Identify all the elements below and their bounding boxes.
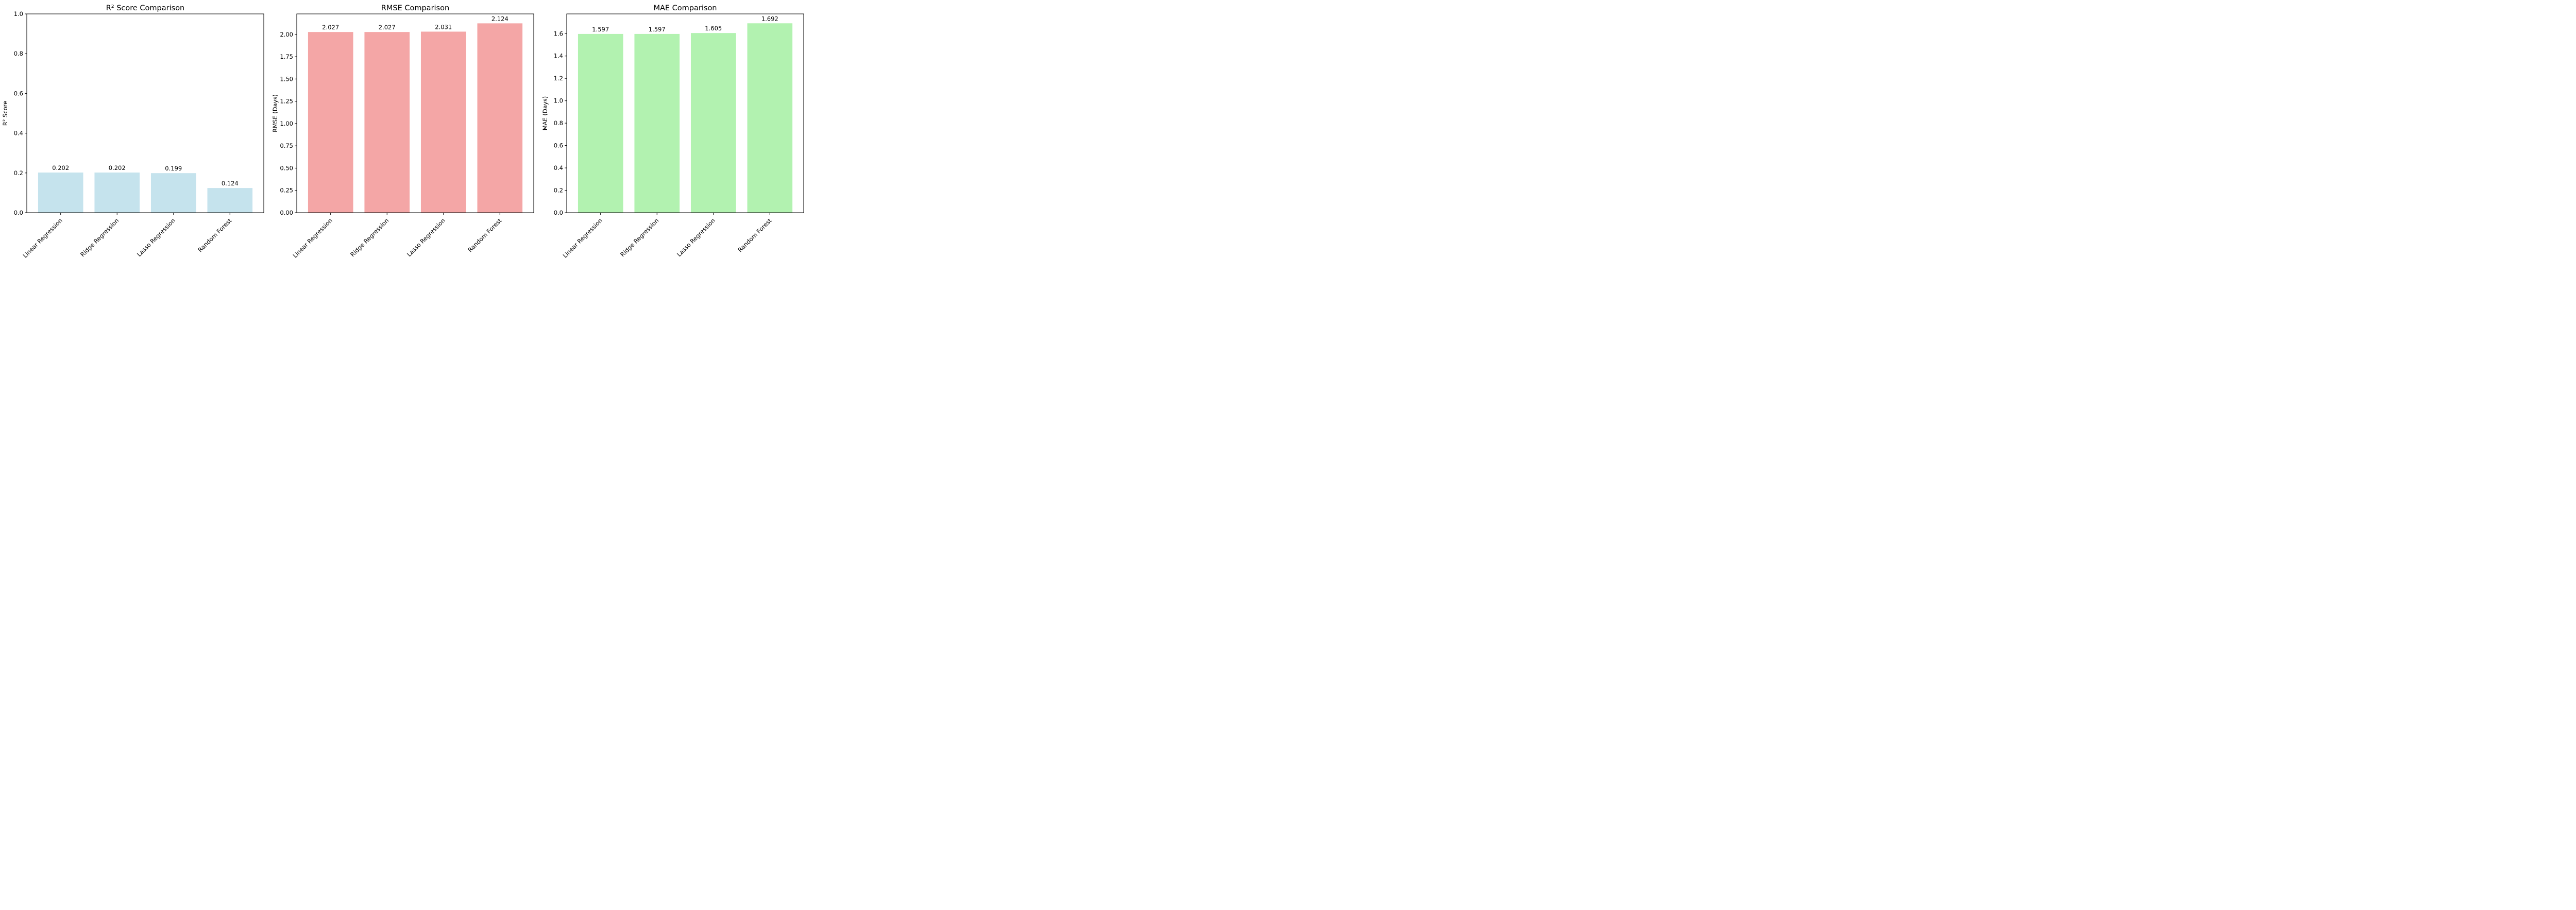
r2-bar	[207, 188, 253, 213]
rmse-y-tick-label: 0.75	[280, 142, 293, 149]
mae-bar-value-label: 1.692	[761, 15, 778, 22]
rmse-panel: RMSE Comparison RMSE (Days) 2.027 Linear Re…	[272, 4, 534, 259]
mae-y-tick-label: 0.8	[554, 119, 563, 127]
mae-y-tick-label: 1.4	[554, 53, 563, 60]
mae-y-tick-label: 1.6	[554, 30, 563, 37]
mae-bar	[578, 33, 623, 213]
rmse-x-tick-label: Ridge Regression	[349, 217, 390, 258]
mae-y-tick-label: 1.0	[554, 97, 563, 105]
rmse-bar	[477, 23, 523, 213]
mae-bar-value-label: 1.597	[592, 26, 609, 33]
r2-bar	[94, 173, 140, 213]
mae-bar-value-label: 1.597	[649, 26, 666, 33]
mae-panel: MAE Comparison MAE (Days) 1.597 Linear Regr…	[541, 4, 804, 259]
r2-bar	[38, 173, 83, 213]
mae-axes-frame	[566, 13, 804, 213]
r2-bar-value-label: 0.202	[109, 164, 126, 171]
mae-y-tick-label: 0.6	[554, 142, 563, 149]
r2-y-axis-label: R² Score	[2, 101, 9, 126]
mae-x-tick-label: Ridge Regression	[619, 217, 660, 258]
r2-axes-frame	[26, 13, 264, 213]
rmse-bar-value-label: 2.124	[492, 15, 509, 22]
r2-x-tick-label: Ridge Regression	[79, 217, 120, 258]
r2-bar-value-label: 0.202	[52, 164, 69, 171]
r2-bar-value-label: 0.199	[165, 165, 182, 172]
mae-bar-value-label: 1.605	[705, 25, 722, 32]
mae-x-tick-label: Random Forest	[736, 217, 773, 253]
mae-y-tick-label: 0.0	[554, 209, 563, 216]
mae-chart-title: MAE Comparison	[653, 4, 717, 12]
mae-bar	[634, 33, 680, 213]
r2-chart-title: R² Score Comparison	[106, 4, 185, 12]
rmse-y-tick-label: 0.00	[280, 209, 293, 216]
mae-bar	[747, 23, 793, 213]
r2-x-tick-label: Lasso Regression	[135, 217, 177, 258]
mae-y-tick-label: 1.2	[554, 75, 563, 82]
rmse-axes-frame	[296, 13, 534, 213]
rmse-bar	[420, 31, 466, 213]
rmse-y-axis-label: RMSE (Days)	[272, 94, 279, 132]
r2-bar-value-label: 0.124	[222, 180, 239, 187]
rmse-x-tick-label: Linear Regression	[292, 217, 334, 259]
r2-y-tick-label: 0.2	[14, 169, 23, 177]
r2-y-tick-label: 0.8	[14, 50, 23, 57]
r2-x-tick-label: Random Forest	[196, 217, 233, 253]
rmse-y-tick-label: 0.50	[280, 164, 293, 171]
rmse-x-tick-label: Lasso Regression	[405, 217, 447, 258]
rmse-bar-value-label: 2.027	[379, 24, 396, 31]
rmse-y-tick-label: 0.25	[280, 187, 293, 194]
rmse-y-tick-label: 1.25	[280, 98, 293, 105]
rmse-y-tick-label: 1.75	[280, 53, 293, 60]
mae-y-axis-label: MAE (Days)	[541, 96, 549, 130]
rmse-bar	[308, 32, 353, 213]
r2-panel: R² Score Comparison R² Score 0.202 Linear R…	[2, 4, 264, 259]
rmse-bar-value-label: 2.027	[322, 24, 339, 31]
mae-x-tick-label: Linear Regression	[562, 217, 604, 259]
rmse-bar-value-label: 2.031	[435, 23, 452, 30]
r2-y-tick-label: 0.0	[14, 209, 23, 216]
r2-y-tick-label: 0.4	[14, 130, 23, 137]
r2-x-tick-label: Linear Regression	[22, 217, 64, 259]
rmse-y-tick-label: 1.50	[280, 75, 293, 82]
mae-y-tick-label: 0.2	[554, 187, 563, 194]
rmse-x-tick-label: Random Forest	[466, 217, 503, 253]
figure: R² Score Comparison R² Score 0.202 Linear R…	[2, 4, 804, 259]
rmse-bar	[364, 32, 410, 213]
r2-y-tick-label: 0.6	[14, 90, 23, 97]
rmse-y-tick-label: 2.00	[280, 31, 293, 38]
r2-y-tick-label: 1.0	[14, 10, 23, 18]
rmse-chart-title: RMSE Comparison	[381, 4, 449, 12]
mae-y-tick-label: 0.4	[554, 164, 563, 171]
mae-bar	[690, 33, 736, 213]
rmse-y-tick-label: 1.00	[280, 120, 293, 127]
mae-x-tick-label: Lasso Regression	[675, 217, 717, 258]
r2-bar	[150, 173, 196, 213]
